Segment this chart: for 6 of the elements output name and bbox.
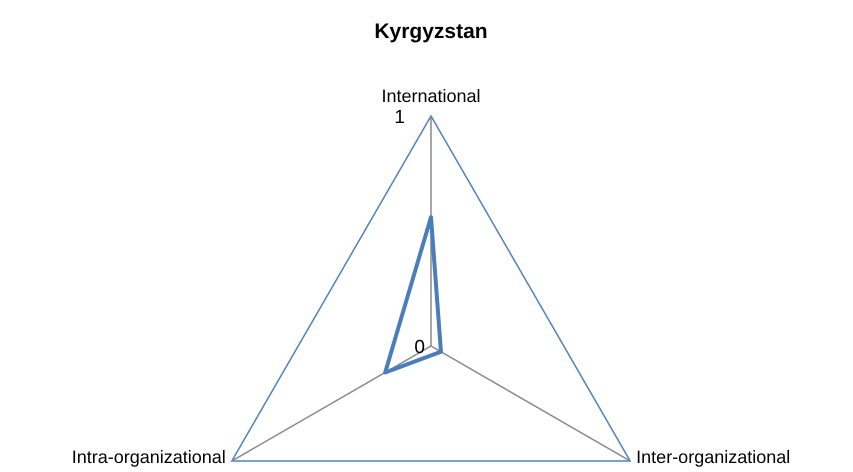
spoke-label: International — [381, 86, 481, 106]
y-tick-label: 0 — [414, 337, 425, 358]
chart-title: Kyrgyzstan — [374, 20, 488, 43]
spoke-label: Intra-organizational — [72, 447, 226, 467]
y-tick-label: 1 — [394, 107, 405, 128]
spoke-label: Inter-organizational — [636, 447, 790, 467]
